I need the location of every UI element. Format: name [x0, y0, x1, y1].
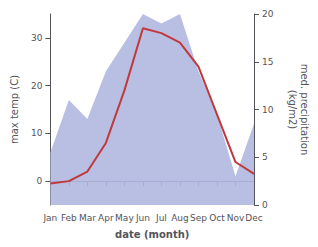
svg-text:Oct: Oct: [209, 213, 225, 223]
svg-text:Aug: Aug: [171, 213, 189, 223]
svg-text:0: 0: [262, 200, 268, 210]
svg-text:10: 10: [31, 128, 43, 138]
svg-text:Apr: Apr: [98, 213, 114, 223]
svg-text:20: 20: [262, 9, 274, 19]
svg-text:Dec: Dec: [245, 213, 262, 223]
svg-text:Jun: Jun: [135, 213, 150, 223]
svg-text:date (month): date (month): [115, 229, 189, 240]
svg-text:max temp (C): max temp (C): [9, 75, 20, 144]
svg-text:10: 10: [262, 105, 274, 115]
svg-text:30: 30: [31, 33, 43, 43]
svg-text:20: 20: [31, 81, 43, 91]
svg-text:Mar: Mar: [79, 213, 96, 223]
svg-text:Jul: Jul: [155, 213, 167, 223]
svg-text:med. precipitation: med. precipitation: [299, 64, 310, 156]
svg-text:Feb: Feb: [61, 213, 77, 223]
svg-text:(kg/m2): (kg/m2): [287, 90, 298, 130]
svg-text:Sep: Sep: [190, 213, 207, 223]
svg-text:5: 5: [262, 152, 268, 162]
svg-text:15: 15: [262, 57, 273, 67]
svg-text:Nov: Nov: [227, 213, 245, 223]
svg-text:Jan: Jan: [42, 213, 57, 223]
svg-text:0: 0: [37, 176, 43, 186]
svg-text:May: May: [115, 213, 134, 223]
